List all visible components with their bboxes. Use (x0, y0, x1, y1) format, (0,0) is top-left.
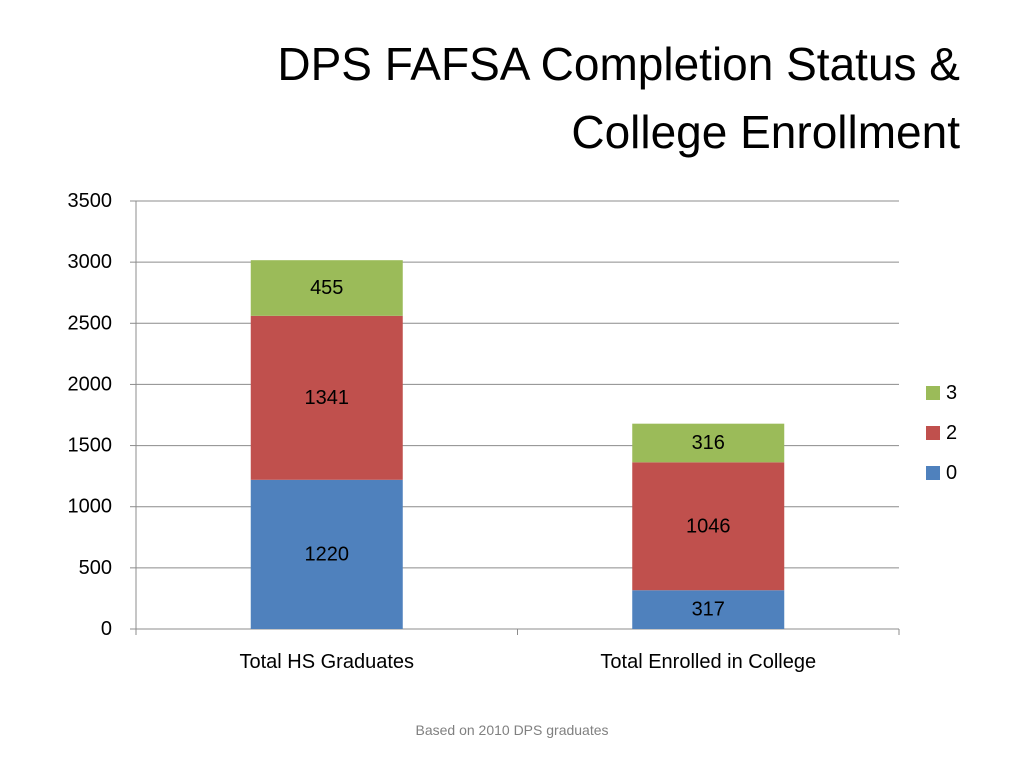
y-tick-label: 1500 (68, 435, 113, 457)
y-tick-label: 3000 (68, 251, 113, 273)
title-line-1: DPS FAFSA Completion Status & (277, 38, 960, 90)
legend-swatch-0 (926, 466, 940, 480)
footnote: Based on 2010 DPS graduates (415, 722, 609, 738)
x-category-label: Total Enrolled in College (600, 651, 816, 673)
title-line-2: College Enrollment (571, 106, 960, 158)
data-label: 316 (692, 432, 725, 454)
legend-label: 0 (946, 462, 957, 484)
legend-label: 2 (946, 422, 957, 444)
bar-segment-series-2 (632, 462, 785, 591)
y-tick-label: 2500 (68, 312, 113, 334)
y-tick-label: 2000 (68, 373, 113, 395)
legend-swatch-3 (926, 386, 940, 400)
y-tick-label: 1000 (68, 496, 113, 518)
bar-segment-series-0 (250, 479, 403, 629)
y-tick-label: 500 (79, 557, 112, 579)
bar-segment-series-3 (250, 260, 403, 316)
data-label: 1046 (686, 515, 731, 537)
bar-segment-series-0 (632, 590, 785, 629)
slide-title: DPS FAFSA Completion Status & College En… (80, 30, 960, 166)
bar-segment-series-3 (632, 423, 785, 463)
x-category-label: Total HS Graduates (239, 651, 414, 673)
data-label: 1220 (305, 543, 350, 565)
legend-swatch-2 (926, 426, 940, 440)
legend-label: 3 (946, 382, 957, 404)
data-label: 1341 (305, 387, 350, 409)
y-tick-label: 3500 (68, 190, 113, 212)
data-label: 317 (692, 599, 725, 621)
bar-segment-series-2 (250, 315, 403, 480)
data-label: 455 (310, 277, 343, 299)
y-tick-label: 0 (101, 618, 112, 640)
